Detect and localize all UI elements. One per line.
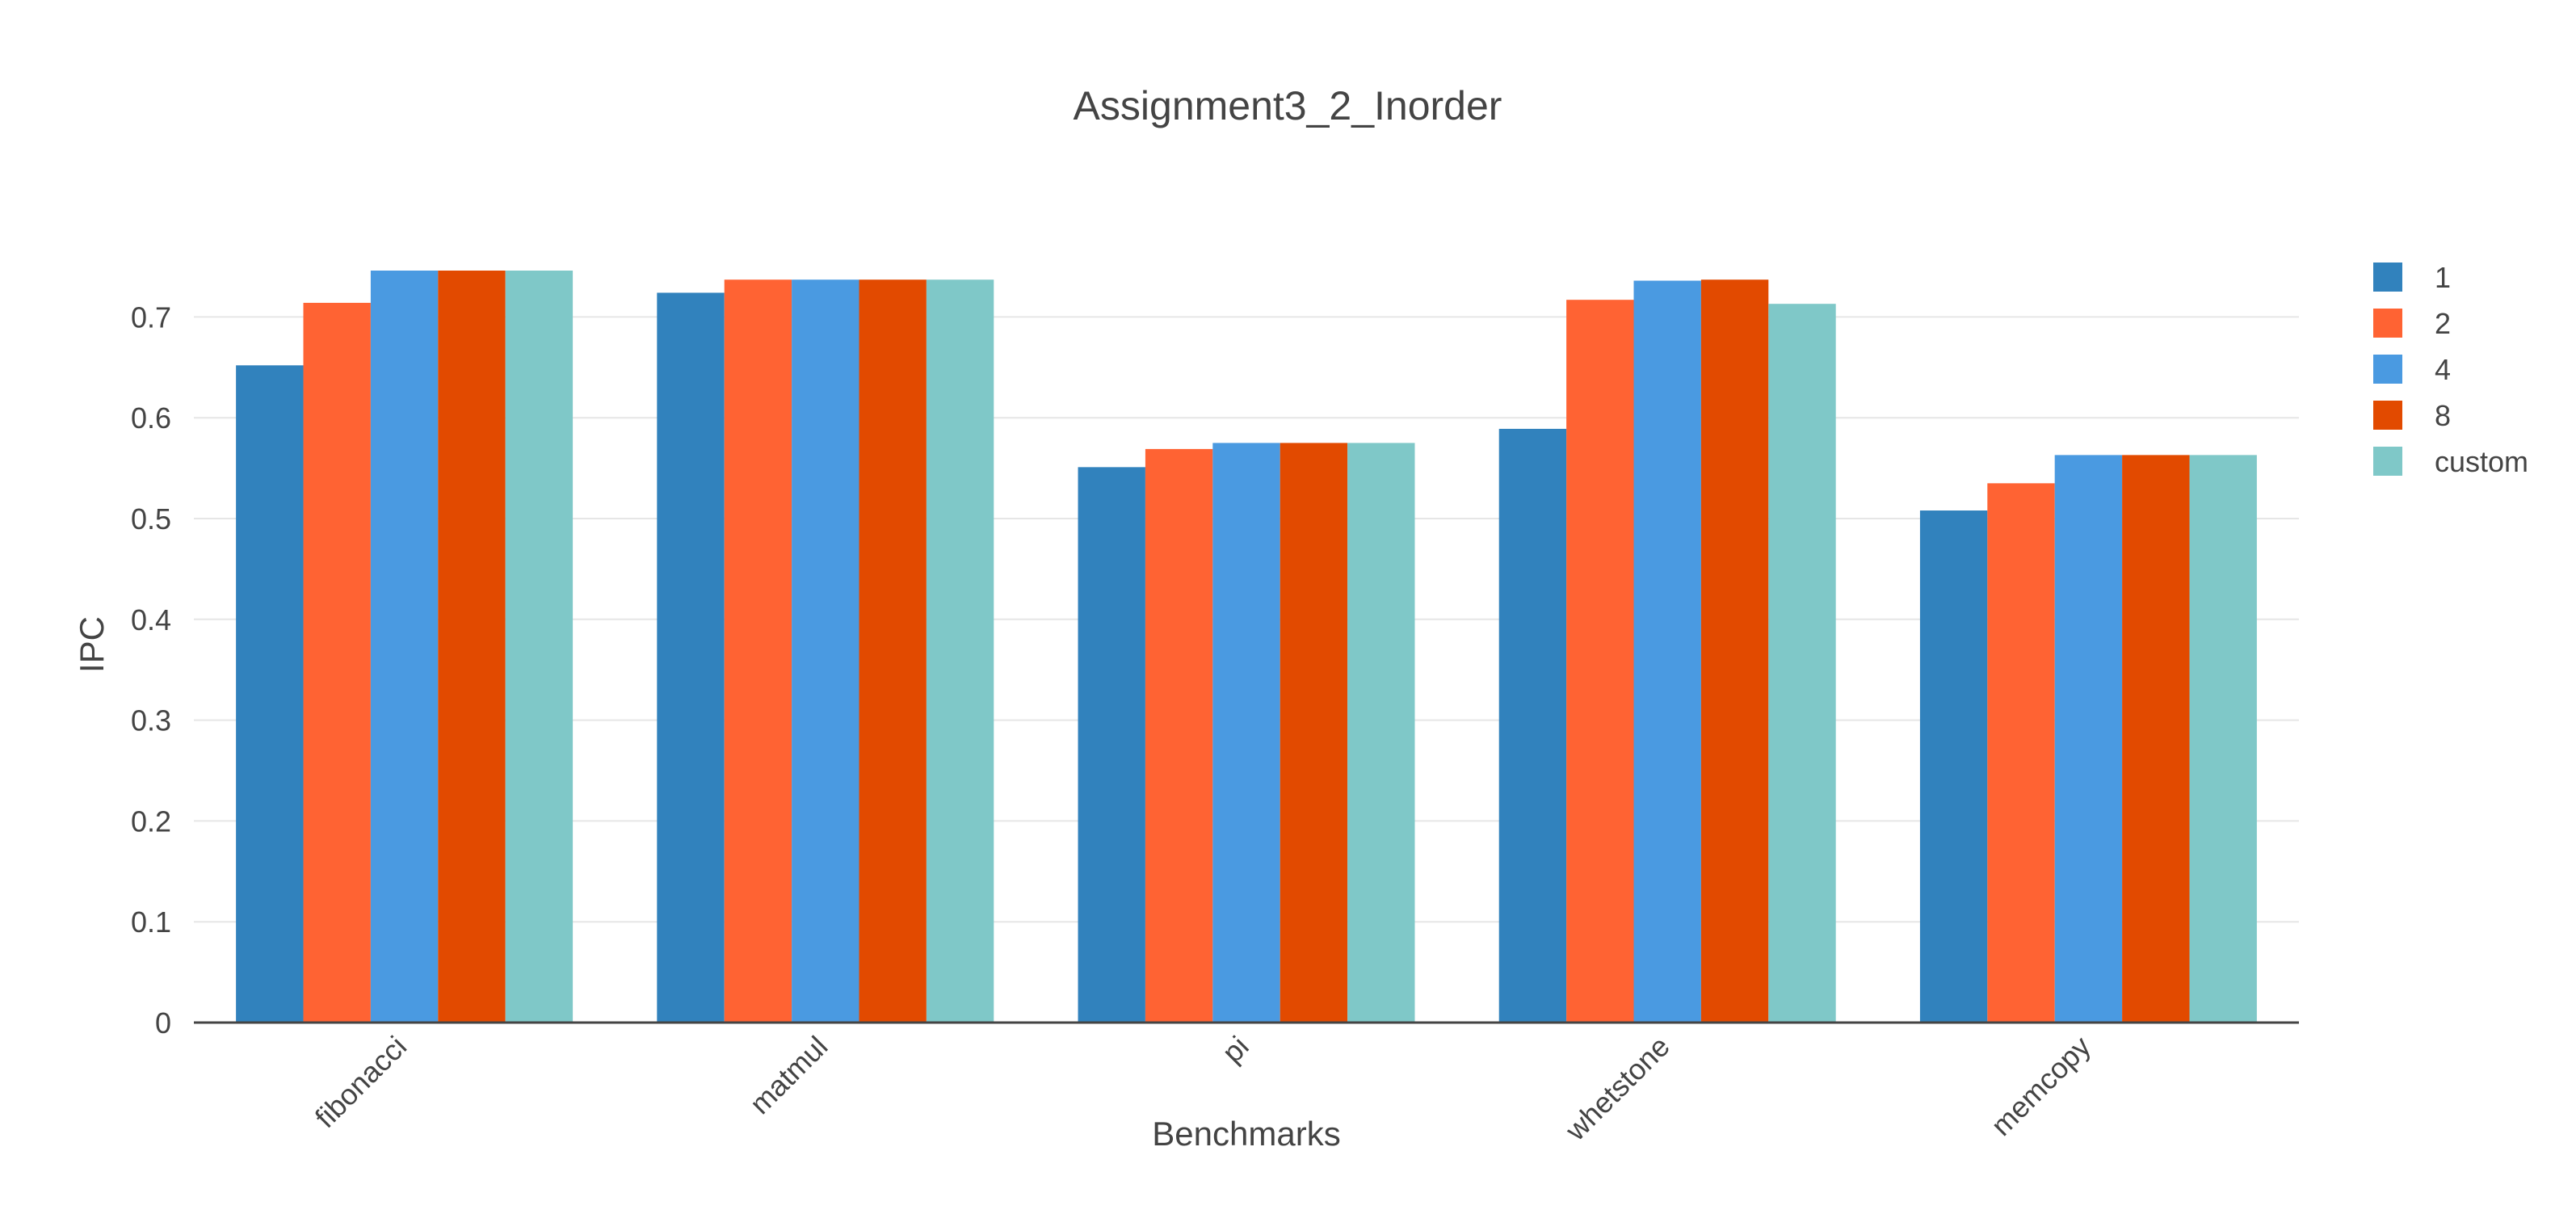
y-tick-label: 0.5 bbox=[131, 502, 171, 536]
bar-pi-custom bbox=[1347, 443, 1415, 1023]
bar-pi-1 bbox=[1078, 467, 1145, 1023]
bar-memcopy-custom bbox=[2189, 455, 2257, 1023]
legend-swatch-2 bbox=[2373, 309, 2402, 338]
legend-swatch-8 bbox=[2373, 401, 2402, 430]
x-tick-label: matmul bbox=[743, 1030, 834, 1120]
legend-swatch-1 bbox=[2373, 263, 2402, 292]
legend: 1 2 4 8 custom bbox=[2373, 261, 2528, 478]
bar-matmul-1 bbox=[657, 292, 725, 1023]
x-tick-label: pi bbox=[1216, 1030, 1255, 1069]
y-tick-labels: 0 0.1 0.2 0.3 0.4 0.5 0.6 0.7 bbox=[131, 300, 171, 1040]
bar-matmul-4 bbox=[792, 279, 859, 1023]
bar-whetstone-2 bbox=[1566, 300, 1634, 1023]
bar-whetstone-1 bbox=[1498, 428, 1567, 1023]
chart-title: Assignment3_2_Inorder bbox=[1074, 83, 1502, 128]
y-tick-label: 0.2 bbox=[131, 804, 171, 838]
y-tick-label: 0.3 bbox=[131, 704, 171, 737]
y-axis-title: IPC bbox=[73, 616, 111, 673]
legend-label: 1 bbox=[2435, 261, 2451, 294]
bar-fibonacci-2 bbox=[303, 302, 371, 1023]
legend-swatch-custom bbox=[2373, 447, 2402, 476]
bar-matmul-custom bbox=[926, 279, 994, 1023]
bar-fibonacci-1 bbox=[236, 365, 304, 1023]
bars bbox=[236, 270, 2257, 1023]
y-tick-label: 0.6 bbox=[131, 401, 171, 435]
legend-swatch-4 bbox=[2373, 355, 2402, 384]
y-tick-label: 0.4 bbox=[131, 603, 171, 636]
bar-memcopy-2 bbox=[1987, 483, 2055, 1023]
legend-label: 4 bbox=[2435, 353, 2451, 386]
legend-label: 8 bbox=[2435, 399, 2451, 432]
legend-label: custom bbox=[2435, 445, 2528, 478]
bar-fibonacci-custom bbox=[505, 270, 574, 1023]
bar-pi-4 bbox=[1212, 443, 1280, 1023]
bar-memcopy-1 bbox=[1919, 510, 1988, 1023]
x-tick-label: fibonacci bbox=[309, 1030, 413, 1134]
y-tick-label: 0.7 bbox=[131, 300, 171, 334]
bar-memcopy-8 bbox=[2122, 455, 2190, 1023]
bar-fibonacci-4 bbox=[370, 270, 439, 1023]
bar-whetstone-4 bbox=[1633, 280, 1701, 1023]
bar-pi-2 bbox=[1145, 448, 1213, 1023]
bar-whetstone-8 bbox=[1700, 279, 1769, 1023]
y-tick-label: 0 bbox=[155, 1006, 171, 1040]
bar-memcopy-4 bbox=[2054, 455, 2123, 1023]
x-tick-label: memcopy bbox=[1985, 1030, 2097, 1142]
y-tick-label: 0.1 bbox=[131, 905, 171, 939]
x-tick-label: whetstone bbox=[1558, 1030, 1676, 1148]
bar-matmul-8 bbox=[859, 279, 927, 1023]
bar-pi-8 bbox=[1280, 443, 1348, 1023]
x-axis-title: Benchmarks bbox=[1152, 1115, 1340, 1153]
bar-fibonacci-8 bbox=[438, 270, 506, 1023]
bar-whetstone-custom bbox=[1768, 304, 1836, 1023]
bar-matmul-2 bbox=[724, 279, 792, 1023]
legend-label: 2 bbox=[2435, 307, 2451, 340]
